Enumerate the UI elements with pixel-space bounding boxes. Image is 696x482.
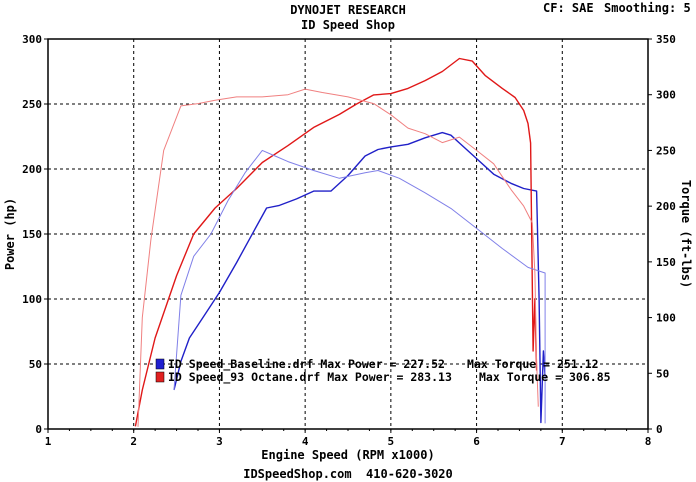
y-left-tick-label: 200: [22, 163, 42, 176]
x-tick-label: 7: [559, 435, 566, 448]
y-right-tick-label: 0: [656, 423, 663, 436]
correction-factor: CF: SAE: [543, 1, 594, 15]
y-right-tick-label: 250: [656, 144, 676, 157]
chart-title: DYNOJET RESEARCH: [290, 3, 406, 17]
y-left-tick-label: 250: [22, 98, 42, 111]
y-left-tick-label: 150: [22, 228, 42, 241]
legend: ID Speed_Baseline.drf Max Power = 227.52…: [155, 357, 611, 385]
x-tick-label: 5: [388, 435, 395, 448]
legend-entry-label: ID Speed_Baseline.drf Max Power = 227.52: [168, 357, 445, 372]
tick-labels: 1 2 3 4 5 6 7 805010015020025030005010015020025…: [22, 33, 676, 448]
x-tick-label: 3: [216, 435, 223, 448]
legend-entry-torque: Max Torque = 306.85: [479, 370, 611, 384]
x-tick-label: 4: [302, 435, 309, 448]
x-tick-label: 8: [645, 435, 652, 448]
legend-swatch: [155, 358, 165, 370]
tick-marks: [44, 38, 652, 433]
y-left-tick-label: 300: [22, 33, 42, 46]
x-tick-label: 6: [473, 435, 480, 448]
smoothing-level: Smoothing: 5: [604, 1, 691, 15]
y-right-tick-label: 100: [656, 312, 676, 325]
x-tick-label: 2: [130, 435, 137, 448]
legend-swatch: [155, 371, 165, 383]
x-tick-label: 1: [45, 435, 52, 448]
series-torque-baseline: [173, 149, 546, 424]
legend-entry-torque: Max Torque = 251.12: [467, 357, 599, 371]
y-right-tick-label: 50: [656, 367, 669, 380]
footer-contact: IDSpeedShop.com 410-620-3020: [243, 467, 453, 481]
chart-subtitle: ID Speed Shop: [301, 18, 395, 32]
legend-entry-label: ID Speed_93 Octane.drf Max Power = 283.1…: [168, 370, 452, 385]
y-right-tick-label: 300: [656, 89, 676, 102]
y-left-tick-label: 100: [22, 293, 42, 306]
y-left-tick-label: 50: [29, 358, 42, 371]
series-group: [134, 57, 546, 427]
series-torque-93-octane: [137, 88, 539, 427]
y-right-tick-label: 200: [656, 200, 676, 213]
grid-lines: [48, 39, 648, 429]
y-axis-left-label: Power (hp): [3, 198, 17, 270]
y-right-tick-label: 150: [656, 256, 676, 269]
series-power-baseline: [173, 131, 546, 424]
y-right-tick-label: 350: [656, 33, 676, 46]
series-power-93-octane: [134, 57, 538, 427]
y-left-tick-label: 0: [35, 423, 42, 436]
x-axis-label: Engine Speed (RPM x1000): [261, 448, 434, 462]
y-axis-right-label: Torque (ft-lbs): [679, 180, 693, 288]
